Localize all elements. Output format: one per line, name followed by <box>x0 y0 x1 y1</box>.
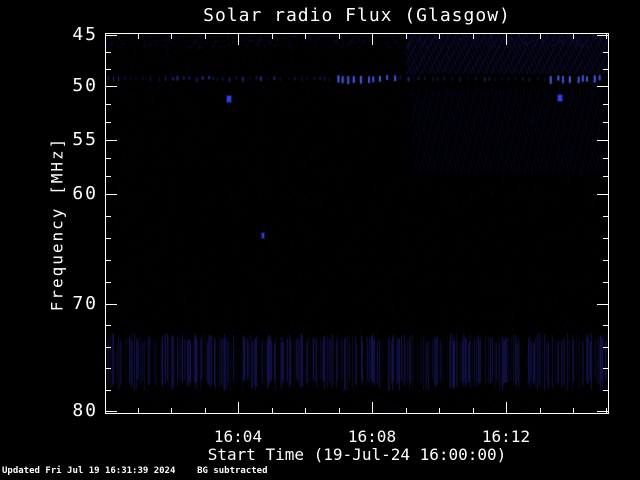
y-minor-tick <box>106 390 111 391</box>
x-minor-tick <box>606 34 607 39</box>
x-major-tick <box>506 402 507 413</box>
y-major-tick <box>597 86 608 87</box>
y-major-tick <box>597 35 608 36</box>
x-minor-tick <box>606 408 607 413</box>
y-minor-tick <box>603 69 608 70</box>
chart-title: Solar radio Flux (Glasgow) <box>203 5 511 26</box>
y-minor-tick <box>603 368 608 369</box>
x-minor-tick <box>439 34 440 39</box>
y-minor-tick <box>106 122 111 123</box>
x-minor-tick <box>339 408 340 413</box>
status-text: Updated Fri Jul 19 16:31:39 2024 BG subt… <box>2 466 268 476</box>
y-major-tick <box>597 304 608 305</box>
x-minor-tick <box>339 34 340 39</box>
y-major-tick <box>106 304 117 305</box>
x-minor-tick <box>573 408 574 413</box>
y-major-tick <box>106 35 117 36</box>
x-minor-tick <box>305 34 306 39</box>
y-tick-label: 80 <box>72 400 98 421</box>
x-tick-label: 16:12 <box>481 427 531 446</box>
y-minor-tick <box>106 52 111 53</box>
x-minor-tick <box>272 408 273 413</box>
x-minor-tick <box>406 34 407 39</box>
y-minor-tick <box>106 282 111 283</box>
y-minor-tick <box>603 238 608 239</box>
x-minor-tick <box>439 408 440 413</box>
x-minor-tick <box>473 34 474 39</box>
x-minor-tick <box>573 34 574 39</box>
y-minor-tick <box>106 325 111 326</box>
x-minor-tick <box>171 34 172 39</box>
y-major-tick <box>106 140 117 141</box>
x-minor-tick <box>138 408 139 413</box>
y-tick-label: 50 <box>72 75 98 96</box>
y-minor-tick <box>603 347 608 348</box>
spectrogram-canvas <box>106 34 608 413</box>
x-minor-tick <box>305 408 306 413</box>
plot-area <box>105 33 609 414</box>
y-tick-label: 45 <box>72 24 98 45</box>
y-tick-label: 70 <box>72 293 98 314</box>
x-major-tick <box>506 34 507 45</box>
y-minor-tick <box>106 238 111 239</box>
x-axis-title: Start Time (19-Jul-24 16:00:00) <box>207 445 507 464</box>
x-tick-label: 16:04 <box>213 427 263 446</box>
y-major-tick <box>597 194 608 195</box>
x-tick-label: 16:08 <box>347 427 397 446</box>
x-minor-tick <box>205 34 206 39</box>
y-minor-tick <box>106 347 111 348</box>
y-minor-tick <box>106 216 111 217</box>
y-minor-tick <box>106 368 111 369</box>
y-minor-tick <box>106 158 111 159</box>
x-minor-tick <box>540 408 541 413</box>
y-tick-label: 60 <box>72 183 98 204</box>
x-minor-tick <box>540 34 541 39</box>
y-tick-label: 55 <box>72 129 98 150</box>
y-major-tick <box>597 140 608 141</box>
y-minor-tick <box>603 216 608 217</box>
y-minor-tick <box>106 260 111 261</box>
y-major-tick <box>106 194 117 195</box>
y-minor-tick <box>603 176 608 177</box>
y-minor-tick <box>603 260 608 261</box>
y-major-tick <box>106 86 117 87</box>
y-minor-tick <box>603 104 608 105</box>
y-minor-tick <box>106 104 111 105</box>
y-minor-tick <box>106 176 111 177</box>
x-major-tick <box>372 402 373 413</box>
y-minor-tick <box>603 390 608 391</box>
y-axis-title: Frequency [MHz] <box>47 136 67 312</box>
x-minor-tick <box>138 34 139 39</box>
x-minor-tick <box>406 408 407 413</box>
x-minor-tick <box>473 408 474 413</box>
x-minor-tick <box>272 34 273 39</box>
x-minor-tick <box>171 408 172 413</box>
x-minor-tick <box>205 408 206 413</box>
y-minor-tick <box>603 325 608 326</box>
y-major-tick <box>106 411 117 412</box>
x-major-tick <box>238 402 239 413</box>
y-minor-tick <box>603 122 608 123</box>
y-minor-tick <box>603 158 608 159</box>
y-minor-tick <box>106 69 111 70</box>
y-major-tick <box>597 411 608 412</box>
x-major-tick <box>238 34 239 45</box>
y-minor-tick <box>603 52 608 53</box>
x-major-tick <box>372 34 373 45</box>
y-minor-tick <box>603 282 608 283</box>
